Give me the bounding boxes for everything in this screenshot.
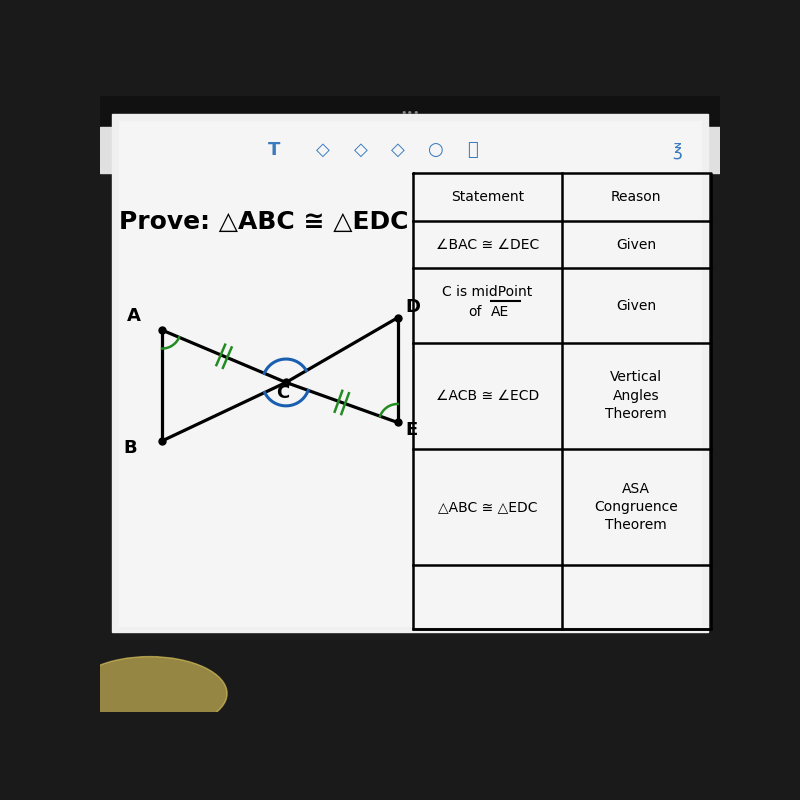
- Text: ◇: ◇: [316, 142, 330, 159]
- Bar: [112, 114, 707, 632]
- Text: ASA
Congruence
Theorem: ASA Congruence Theorem: [594, 482, 678, 532]
- Text: Reason: Reason: [611, 190, 662, 204]
- Bar: [100, 96, 720, 127]
- Text: C: C: [276, 384, 290, 402]
- Text: AE: AE: [490, 305, 509, 318]
- Text: Vertical
Angles
Theorem: Vertical Angles Theorem: [606, 370, 667, 421]
- Text: △ABC ≅ △EDC: △ABC ≅ △EDC: [438, 500, 538, 514]
- Text: 👋: 👋: [466, 142, 478, 159]
- Text: ∠ACB ≅ ∠ECD: ∠ACB ≅ ∠ECD: [436, 389, 539, 402]
- Text: ℥: ℥: [672, 142, 682, 159]
- Ellipse shape: [72, 657, 227, 730]
- Text: E: E: [405, 421, 418, 438]
- Text: D: D: [405, 298, 420, 315]
- Text: ◇: ◇: [390, 142, 405, 159]
- Text: of: of: [468, 305, 482, 318]
- Bar: [100, 127, 720, 173]
- Text: ○: ○: [427, 142, 442, 159]
- Text: •••: •••: [400, 108, 420, 118]
- Text: ∠BAC ≅ ∠DEC: ∠BAC ≅ ∠DEC: [436, 238, 539, 251]
- Text: Given: Given: [616, 298, 656, 313]
- Text: Given: Given: [616, 238, 656, 251]
- Bar: [118, 121, 702, 626]
- Text: T: T: [267, 142, 280, 159]
- Text: ◇: ◇: [354, 142, 367, 159]
- Text: B: B: [123, 439, 138, 458]
- Text: Prove: △ABC ≅ △EDC: Prove: △ABC ≅ △EDC: [118, 210, 408, 234]
- Text: Statement: Statement: [451, 190, 524, 204]
- Text: C is midPoint: C is midPoint: [442, 285, 533, 299]
- Text: A: A: [126, 307, 140, 325]
